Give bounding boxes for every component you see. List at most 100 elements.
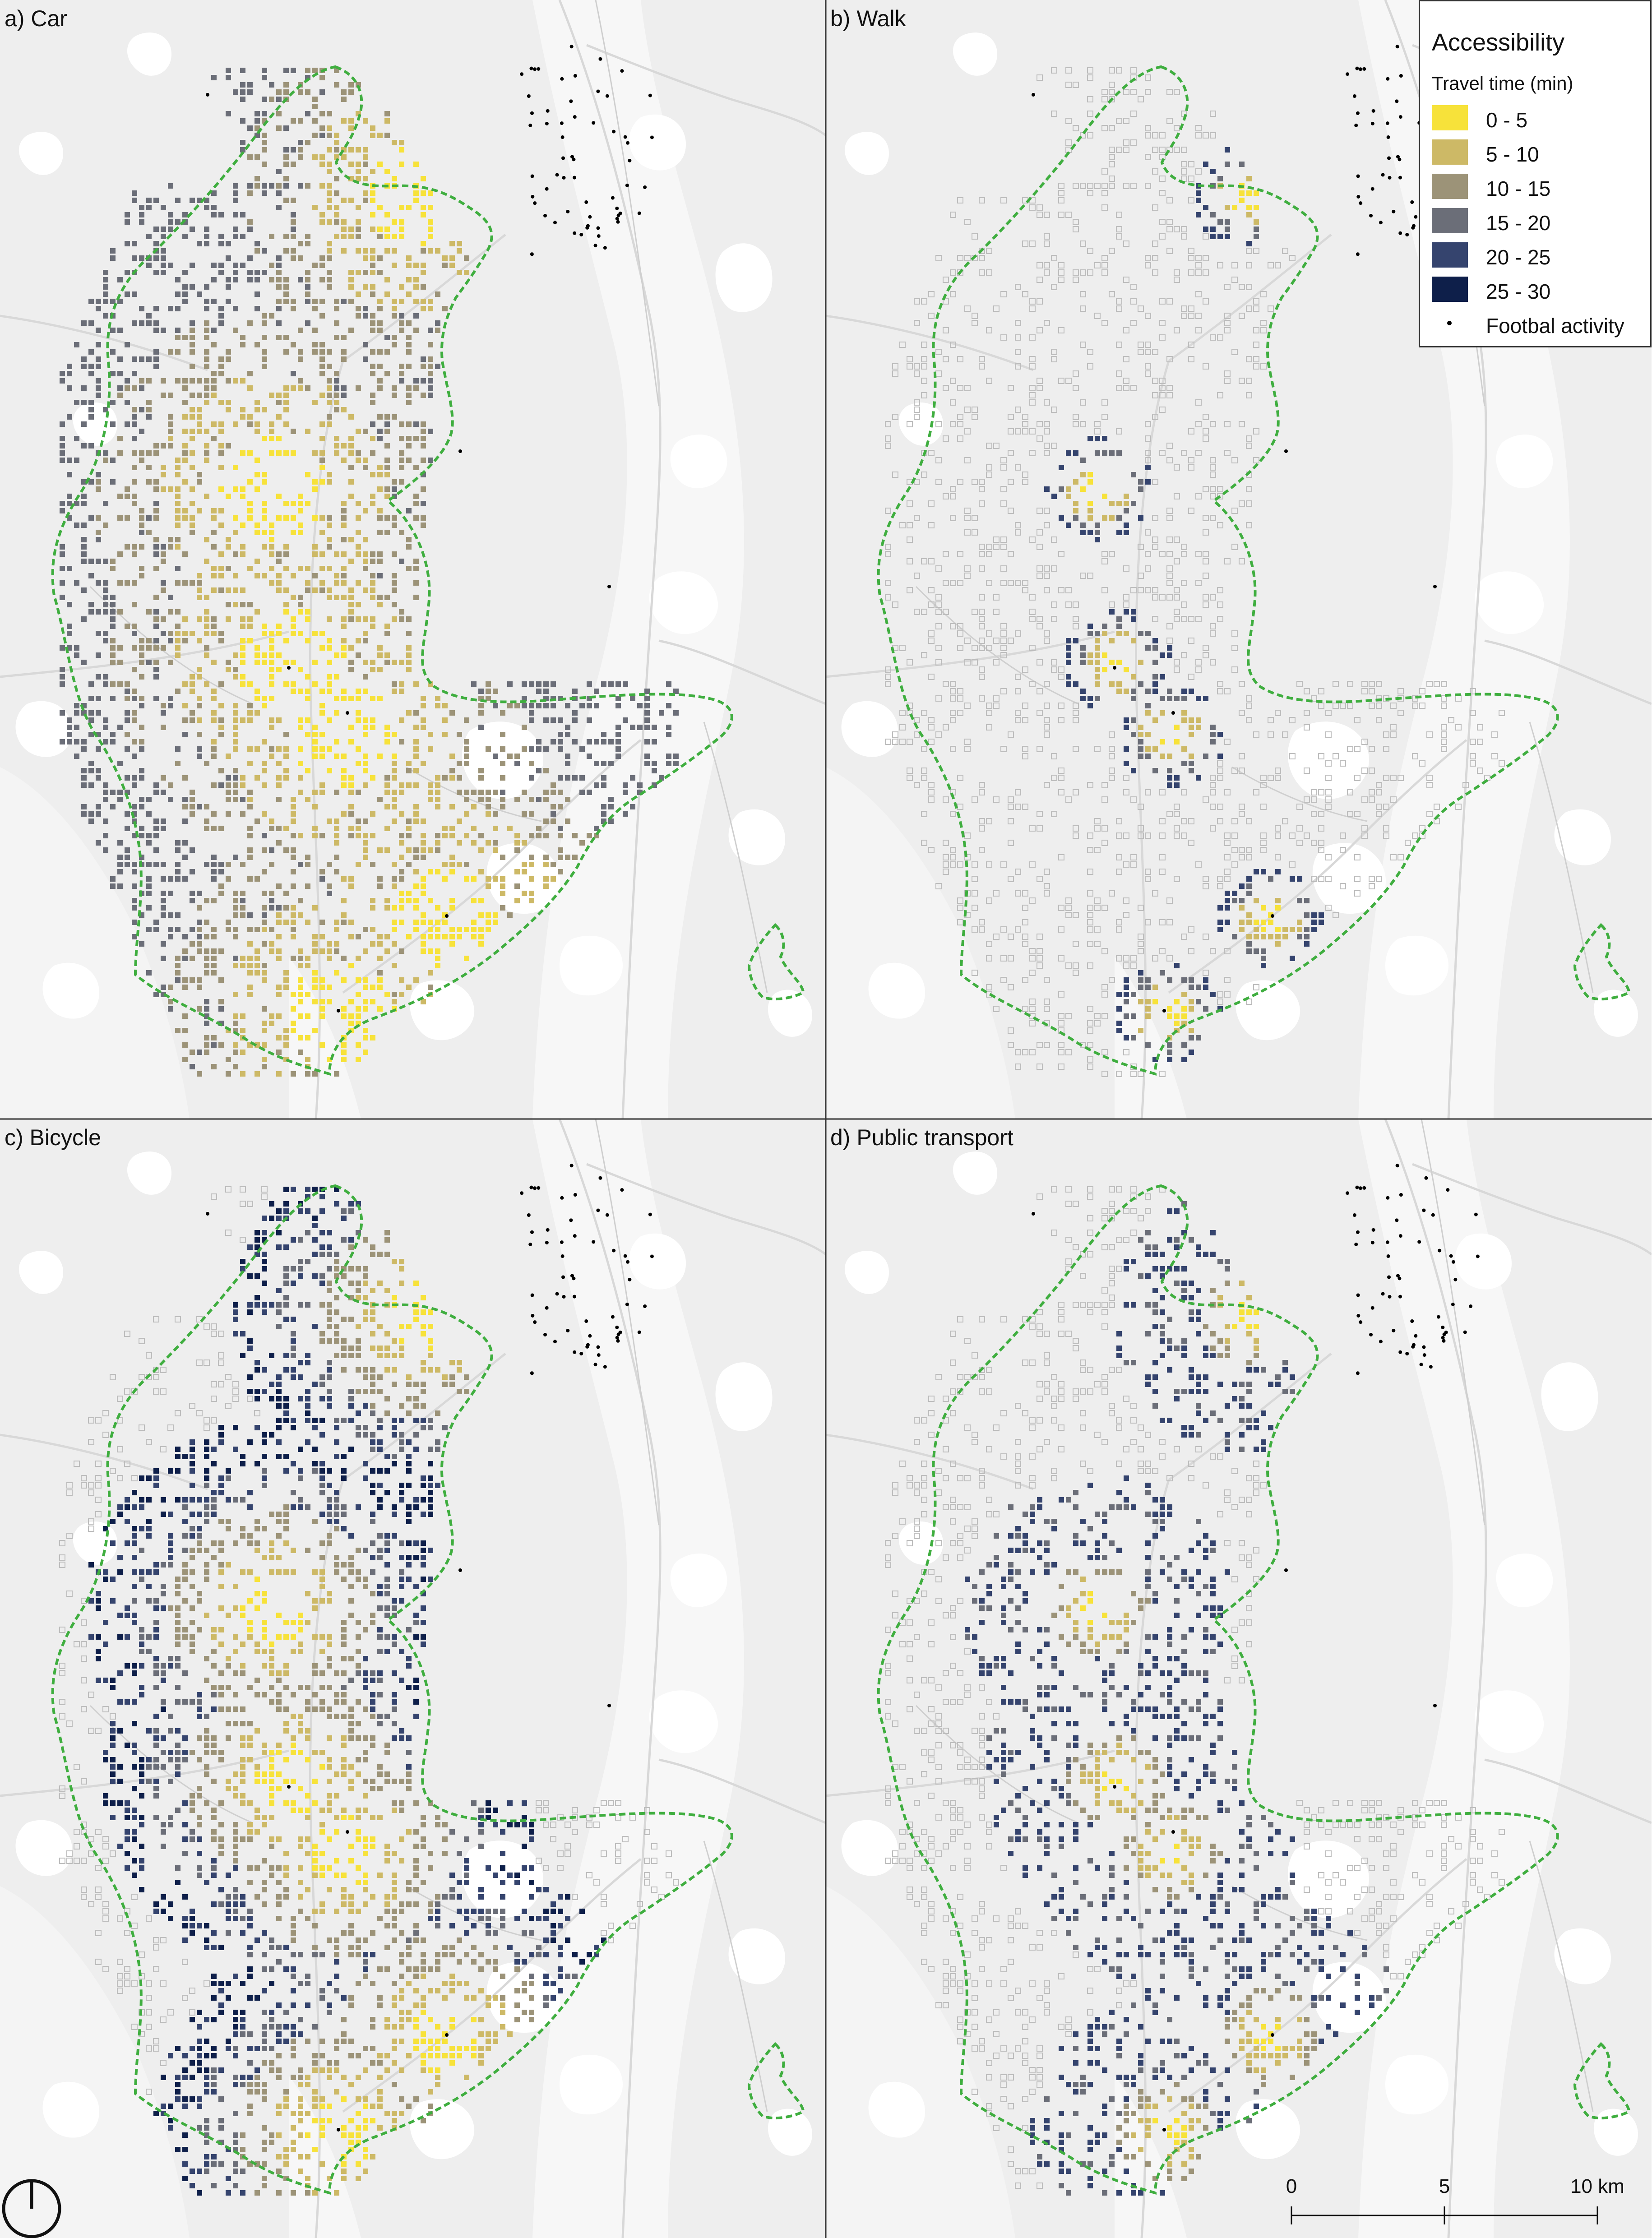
grid-cell xyxy=(1253,327,1259,333)
grid-cell xyxy=(1224,284,1231,290)
grid-cell xyxy=(529,681,534,687)
grid-cell xyxy=(240,97,245,102)
grid-cell xyxy=(914,609,920,615)
grid-cell xyxy=(435,782,440,788)
grid-cell xyxy=(356,790,361,795)
football-activity-point xyxy=(546,109,550,113)
grid-cell xyxy=(262,140,267,145)
grid-cell xyxy=(146,876,152,882)
map-panel-bicycle: c) Bicycle xyxy=(0,1119,826,2238)
grid-cell xyxy=(1159,233,1166,240)
grid-cell xyxy=(283,1454,289,1459)
grid-cell xyxy=(218,443,224,449)
grid-cell xyxy=(305,1396,310,1401)
grid-cell xyxy=(182,1057,188,1062)
grid-cell xyxy=(413,595,419,600)
grid-cell xyxy=(921,768,927,774)
grid-cell xyxy=(413,898,419,903)
grid-cell xyxy=(1470,760,1476,767)
grid-cell xyxy=(1196,725,1201,730)
grid-cell xyxy=(1145,985,1151,990)
grid-cell xyxy=(103,313,108,319)
grid-cell xyxy=(218,1331,224,1337)
grid-cell xyxy=(291,219,296,225)
grid-cell xyxy=(1044,977,1050,983)
grid-cell xyxy=(471,898,477,903)
grid-cell xyxy=(993,796,1000,803)
grid-cell xyxy=(1101,984,1108,990)
grid-cell xyxy=(964,565,971,572)
grid-cell xyxy=(1268,876,1273,882)
football-activity-point xyxy=(1284,449,1288,453)
grid-cell xyxy=(161,631,166,636)
grid-cell xyxy=(269,1021,274,1026)
grid-cell xyxy=(1166,536,1173,543)
grid-cell xyxy=(493,912,498,918)
grid-cell xyxy=(363,1309,368,1315)
grid-cell xyxy=(928,450,935,456)
grid-cell xyxy=(110,616,116,622)
grid-cell xyxy=(327,1396,332,1401)
grid-cell xyxy=(392,1461,397,1466)
grid-cell xyxy=(197,241,202,246)
grid-cell xyxy=(1044,703,1050,709)
grid-cell xyxy=(319,277,325,282)
grid-cell xyxy=(1260,291,1267,297)
grid-cell xyxy=(327,248,332,254)
grid-cell xyxy=(1289,753,1296,759)
grid-cell xyxy=(1037,1064,1043,1070)
grid-cell xyxy=(384,111,390,116)
grid-cell xyxy=(356,1425,361,1430)
grid-cell xyxy=(1174,89,1180,95)
study-area-enclave xyxy=(747,923,805,1001)
grid-cell xyxy=(406,1540,412,1546)
grid-cell xyxy=(399,227,404,232)
grid-cell xyxy=(182,1028,188,1033)
grid-cell xyxy=(1246,262,1252,268)
grid-cell xyxy=(262,1281,267,1286)
grid-cell xyxy=(1361,832,1368,839)
grid-cell xyxy=(276,306,282,311)
grid-cell xyxy=(964,457,971,463)
grid-cell xyxy=(392,768,397,773)
grid-cell xyxy=(435,927,440,932)
grid-cell xyxy=(399,609,404,615)
grid-cell xyxy=(421,429,426,434)
grid-cell xyxy=(247,479,253,485)
grid-cell xyxy=(327,421,332,427)
grid-cell xyxy=(348,494,354,499)
grid-cell xyxy=(341,1562,347,1568)
grid-cell xyxy=(1354,717,1360,723)
grid-cell xyxy=(348,811,354,817)
grid-cell xyxy=(255,421,260,427)
grid-cell xyxy=(1152,392,1158,398)
grid-cell xyxy=(428,797,433,802)
grid-cell xyxy=(161,544,166,550)
grid-cell xyxy=(233,1302,238,1308)
grid-cell xyxy=(298,328,303,333)
grid-cell xyxy=(60,508,65,513)
grid-cell xyxy=(334,140,339,145)
grid-cell xyxy=(957,688,963,694)
grid-cell xyxy=(377,1353,383,1358)
grid-cell xyxy=(146,198,152,203)
grid-cell xyxy=(1174,832,1180,839)
grid-cell xyxy=(211,811,217,817)
football-activity-point xyxy=(561,156,565,160)
grid-cell xyxy=(276,1519,282,1524)
grid-cell xyxy=(428,1324,433,1329)
grid-cell xyxy=(153,847,159,853)
grid-cell xyxy=(1138,515,1143,521)
grid-cell xyxy=(608,739,614,744)
grid-cell xyxy=(377,652,383,658)
grid-cell xyxy=(204,1454,209,1459)
grid-cell xyxy=(125,486,130,492)
grid-cell xyxy=(478,689,484,694)
grid-cell xyxy=(153,1569,159,1575)
grid-cell xyxy=(233,1013,238,1019)
grid-cell xyxy=(255,248,260,254)
grid-cell xyxy=(291,501,296,506)
grid-cell xyxy=(1390,731,1397,738)
grid-cell xyxy=(226,876,231,882)
grid-cell xyxy=(283,891,289,896)
